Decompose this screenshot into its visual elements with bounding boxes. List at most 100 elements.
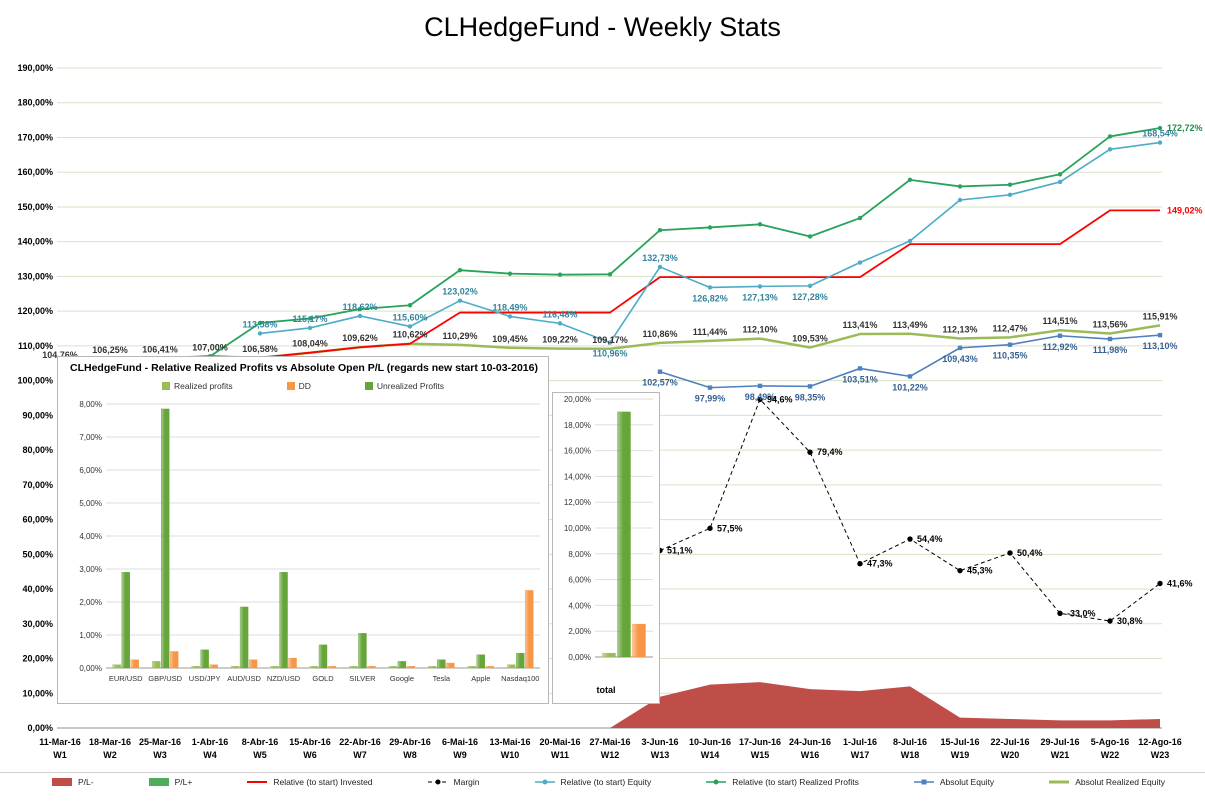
legend-item: Relative (to start) Invested xyxy=(247,777,373,787)
legend-label: DD xyxy=(298,381,311,391)
svg-text:109,45%: 109,45% xyxy=(492,334,528,344)
svg-text:NZD/USD: NZD/USD xyxy=(267,674,301,683)
svg-text:109,62%: 109,62% xyxy=(342,333,378,343)
svg-text:W10: W10 xyxy=(501,750,520,760)
svg-text:109,22%: 109,22% xyxy=(542,335,578,345)
svg-text:114,51%: 114,51% xyxy=(1042,316,1077,326)
svg-text:57,5%: 57,5% xyxy=(717,523,743,533)
svg-text:GBP/USD: GBP/USD xyxy=(148,674,182,683)
svg-text:2,00%: 2,00% xyxy=(79,598,102,607)
legend-label: Relative (to start) Invested xyxy=(273,777,373,787)
legend-item: P/L+ xyxy=(148,777,193,787)
total-axis-label: total xyxy=(596,685,616,695)
svg-text:W18: W18 xyxy=(901,750,920,760)
svg-text:W5: W5 xyxy=(253,750,267,760)
svg-text:Google: Google xyxy=(390,674,414,683)
svg-text:101,22%: 101,22% xyxy=(892,382,928,392)
svg-text:29-Abr-16: 29-Abr-16 xyxy=(389,737,431,747)
svg-text:113,49%: 113,49% xyxy=(892,320,927,330)
svg-text:13-Mai-16: 13-Mai-16 xyxy=(489,737,530,747)
svg-text:123,02%: 123,02% xyxy=(442,287,478,297)
svg-text:W14: W14 xyxy=(701,750,720,760)
svg-text:0,00%: 0,00% xyxy=(27,723,53,733)
svg-text:115,60%: 115,60% xyxy=(392,312,427,322)
svg-text:111,98%: 111,98% xyxy=(1093,345,1128,355)
svg-text:50,00%: 50,00% xyxy=(22,549,53,559)
svg-text:168,54%: 168,54% xyxy=(1142,129,1178,139)
svg-text:10-Jun-16: 10-Jun-16 xyxy=(689,737,731,747)
svg-text:107,00%: 107,00% xyxy=(192,342,228,352)
svg-text:W11: W11 xyxy=(551,750,569,760)
svg-text:W4: W4 xyxy=(203,750,217,760)
svg-text:180,00%: 180,00% xyxy=(17,98,53,108)
legend-label: Unrealized Profits xyxy=(376,381,444,391)
svg-text:109,17%: 109,17% xyxy=(592,335,628,345)
svg-text:18-Mar-16: 18-Mar-16 xyxy=(89,737,131,747)
svg-text:W13: W13 xyxy=(651,750,670,760)
svg-text:127,13%: 127,13% xyxy=(742,292,778,302)
svg-text:8-Jul-16: 8-Jul-16 xyxy=(893,737,927,747)
legend-swatch xyxy=(52,778,72,786)
svg-text:W9: W9 xyxy=(453,750,467,760)
svg-text:41,6%: 41,6% xyxy=(1167,578,1193,588)
svg-text:1-Jul-16: 1-Jul-16 xyxy=(843,737,877,747)
svg-text:11-Mar-16: 11-Mar-16 xyxy=(39,737,81,747)
svg-text:113,58%: 113,58% xyxy=(242,319,277,329)
svg-text:15-Jul-16: 15-Jul-16 xyxy=(940,737,979,747)
legend-swatch xyxy=(913,779,934,785)
svg-text:6-Mai-16: 6-Mai-16 xyxy=(442,737,478,747)
svg-text:3-Jun-16: 3-Jun-16 xyxy=(641,737,678,747)
svg-text:0,00%: 0,00% xyxy=(79,664,102,673)
svg-text:120,00%: 120,00% xyxy=(17,306,53,316)
svg-text:W12: W12 xyxy=(601,750,620,760)
svg-text:110,62%: 110,62% xyxy=(392,330,427,340)
svg-text:W16: W16 xyxy=(801,750,820,760)
svg-text:47,3%: 47,3% xyxy=(867,559,893,569)
svg-text:18,00%: 18,00% xyxy=(564,421,591,430)
svg-text:54,4%: 54,4% xyxy=(917,534,943,544)
svg-text:109,43%: 109,43% xyxy=(942,354,978,364)
legend-label: P/L+ xyxy=(174,777,193,787)
svg-text:127,28%: 127,28% xyxy=(792,292,828,302)
svg-text:20,00%: 20,00% xyxy=(564,395,591,404)
svg-text:W20: W20 xyxy=(1001,750,1020,760)
svg-text:104,76%: 104,76% xyxy=(42,350,78,360)
svg-text:4,00%: 4,00% xyxy=(79,532,102,541)
legend-swatch xyxy=(706,779,727,785)
svg-text:70,00%: 70,00% xyxy=(22,480,53,490)
svg-text:172,72%: 172,72% xyxy=(1167,123,1203,133)
svg-text:8,00%: 8,00% xyxy=(568,550,591,559)
svg-text:1,00%: 1,00% xyxy=(79,631,102,640)
svg-text:103,51%: 103,51% xyxy=(842,374,878,384)
legend-swatch xyxy=(286,382,295,390)
svg-text:W23: W23 xyxy=(1151,750,1170,760)
svg-text:130,00%: 130,00% xyxy=(17,271,53,281)
svg-text:30,00%: 30,00% xyxy=(22,619,53,629)
legend-label: Absolut Realized Equity xyxy=(1075,777,1165,787)
svg-text:16,00%: 16,00% xyxy=(564,447,591,456)
svg-text:112,92%: 112,92% xyxy=(1042,342,1077,352)
svg-text:27-Mai-16: 27-Mai-16 xyxy=(589,737,630,747)
svg-text:79,4%: 79,4% xyxy=(817,447,843,457)
inset-legend-item: Unrealized Profits xyxy=(364,381,444,391)
svg-text:113,41%: 113,41% xyxy=(842,320,877,330)
svg-text:113,10%: 113,10% xyxy=(1142,341,1177,351)
total-chart: 0,00% 2,00% 4,00% 6,00% 8,00% 10,00% 12,00% 14,… xyxy=(552,392,660,704)
svg-text:8,00%: 8,00% xyxy=(79,400,102,409)
svg-text:W19: W19 xyxy=(951,750,970,760)
svg-text:12-Ago-16: 12-Ago-16 xyxy=(1138,737,1182,747)
svg-text:8-Abr-16: 8-Abr-16 xyxy=(242,737,279,747)
svg-text:113,56%: 113,56% xyxy=(1092,320,1127,330)
svg-text:40,00%: 40,00% xyxy=(22,584,53,594)
svg-text:1-Abr-16: 1-Abr-16 xyxy=(192,737,229,747)
svg-text:150,00%: 150,00% xyxy=(17,202,53,212)
inset-chart-legend: Realized profits DD Unrealized Profits xyxy=(58,374,548,398)
inset-chart-title: CLHedgeFund - Relative Realized Profits … xyxy=(70,362,538,374)
legend-swatch xyxy=(534,779,555,785)
legend-label: P/L- xyxy=(78,777,94,787)
legend-item: Relative (to start) Realized Profits xyxy=(706,777,859,787)
inset-legend-item: DD xyxy=(286,381,311,391)
legend-label: Absolut Equity xyxy=(939,777,995,787)
svg-text:22-Jul-16: 22-Jul-16 xyxy=(990,737,1029,747)
